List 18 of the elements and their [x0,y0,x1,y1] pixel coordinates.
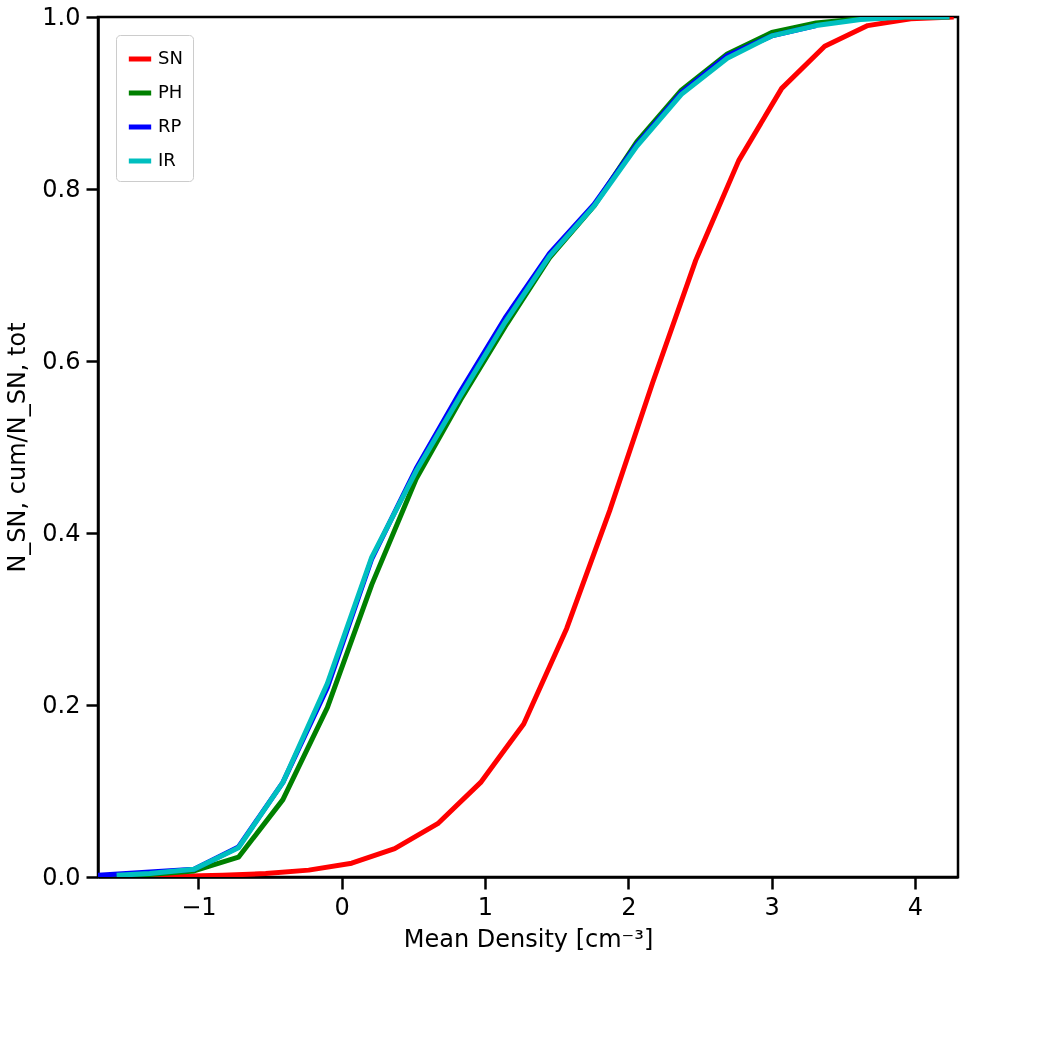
x-tick-label: 2 [621,892,637,921]
y-tick-label: 0.8 [42,174,81,203]
y-tick-label: 0.2 [42,690,81,719]
legend-label: PH [158,81,183,102]
legend-label: SN [158,47,183,68]
y-axis-title: N_SN, cum/N_SN, tot [3,322,32,573]
y-tick-label: 1.0 [42,2,81,31]
x-tick-label: 1 [477,892,494,921]
x-tick-label: 3 [764,892,780,921]
legend-label: RP [158,115,182,136]
x-tick-label: −1 [181,892,217,921]
y-tick-label: 0.6 [42,346,81,375]
x-tick-label: 0 [334,892,350,921]
x-axis-title: Mean Density [cm⁻³] [403,924,654,953]
legend-label: IR [158,149,176,170]
y-tick-label: 0.0 [42,862,81,891]
x-tick-label: 4 [907,892,924,921]
y-tick-label: 0.4 [42,518,81,547]
